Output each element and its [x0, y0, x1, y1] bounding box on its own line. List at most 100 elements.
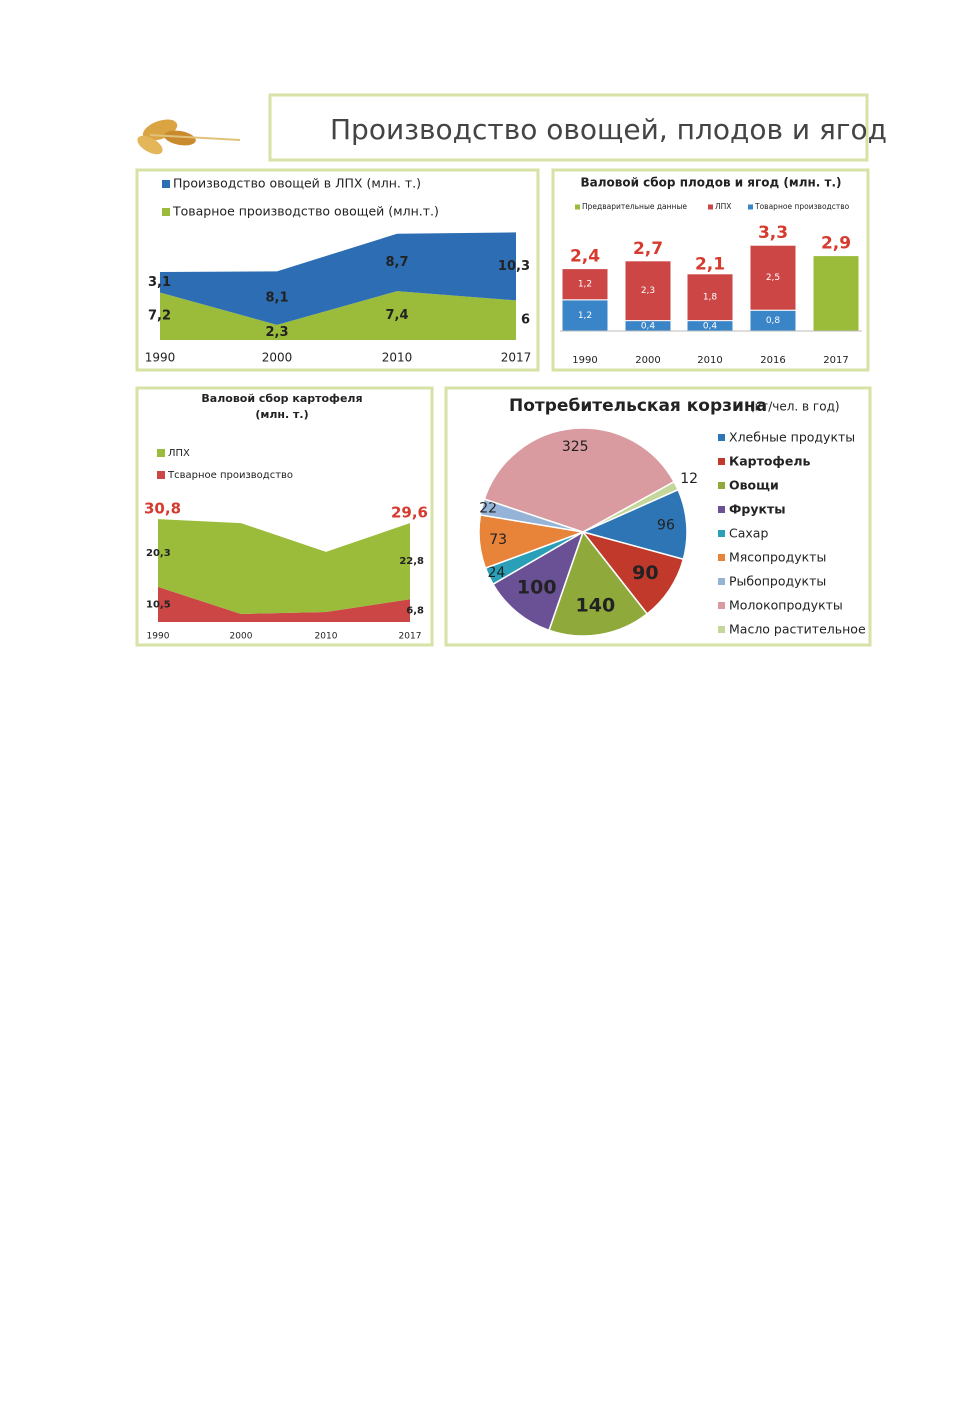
grain	[137, 135, 163, 155]
data-label: 73	[489, 532, 507, 548]
data-label: 140	[576, 594, 616, 616]
header-box	[268, 93, 869, 162]
data-label: 0,8	[766, 316, 781, 326]
data-label: 10,3	[498, 259, 530, 274]
chart-subtitle: (млн. т.)	[255, 408, 308, 421]
total-label: 30,8	[144, 500, 181, 518]
data-label: 6	[521, 313, 530, 328]
legend-label: Товарное производство	[754, 202, 850, 211]
data-label: 100	[517, 577, 557, 599]
legend-label: Производство овощей в ЛПХ (млн. т.)	[173, 176, 421, 191]
bar	[561, 268, 609, 301]
data-label: 2,3	[641, 286, 655, 296]
grain	[164, 130, 196, 146]
data-label: 12	[680, 471, 698, 487]
legend-swatch	[718, 530, 725, 537]
data-label: 22	[479, 500, 497, 516]
legend-label: Овощи	[729, 478, 779, 493]
legend-swatch	[157, 471, 165, 479]
total-label: 2,1	[695, 254, 725, 274]
legend-label: Сахар	[729, 526, 768, 541]
legend-swatch	[718, 626, 725, 633]
chart-title: Валовой сбор картофеля	[201, 392, 362, 405]
pie-slice	[483, 427, 676, 533]
data-label: 24	[488, 565, 506, 581]
legend-label: Рыбопродукты	[729, 574, 826, 589]
bar	[624, 260, 672, 322]
bar	[812, 255, 860, 332]
legend-swatch	[162, 208, 170, 216]
data-label: 1,8	[703, 293, 718, 303]
legend-swatch	[575, 204, 580, 210]
pie-slice	[582, 480, 679, 533]
legend-swatch	[718, 506, 725, 513]
area	[158, 586, 410, 622]
total-label: 2,4	[570, 247, 600, 267]
data-label: 8,7	[385, 255, 408, 270]
bar	[686, 273, 734, 322]
legend-label: Товарное производство овощей (млн.т.)	[172, 204, 439, 219]
legend-label: Тсварное производство	[167, 470, 293, 481]
chart-title: Потребительская корзина	[509, 396, 767, 416]
legend-label: Картофель	[729, 454, 810, 469]
legend-swatch	[718, 434, 725, 441]
x-tick-label: 2017	[501, 351, 532, 365]
legend-swatch	[708, 204, 713, 210]
legend-swatch	[718, 578, 725, 585]
data-label: 8,1	[265, 291, 288, 306]
data-label: 22,8	[399, 556, 424, 567]
pie-slice	[492, 530, 585, 632]
data-label: 1,2	[578, 311, 592, 321]
data-label: 3,1	[148, 275, 171, 290]
x-tick-label: 1990	[147, 632, 170, 642]
legend-label: Мясопродукты	[729, 550, 826, 565]
data-label: 7,2	[148, 309, 171, 324]
wheat-icon	[137, 119, 241, 155]
x-tick-label: 2010	[315, 632, 338, 642]
stem	[149, 134, 241, 141]
x-tick-label: 2016	[760, 355, 785, 366]
legend-swatch	[718, 554, 725, 561]
legend-label: ЛПХ	[168, 448, 190, 459]
x-tick-label: 2017	[399, 632, 422, 642]
data-label: 96	[657, 518, 675, 534]
bar	[749, 244, 797, 311]
legend-swatch	[718, 482, 725, 489]
chart-subtitle: (кг/чел. в год)	[750, 400, 840, 414]
data-label: 20,3	[146, 548, 171, 559]
data-label: 2,3	[265, 325, 288, 340]
data-label: 10,5	[146, 599, 171, 610]
area	[158, 519, 410, 614]
total-label: 3,3	[758, 223, 788, 243]
x-tick-label: 2000	[635, 355, 660, 366]
legend-swatch	[718, 458, 725, 465]
data-label: 7,4	[385, 308, 408, 323]
data-label: 0,4	[703, 321, 718, 331]
legend-label: Фрукты	[729, 502, 786, 517]
data-label: 90	[632, 562, 658, 584]
area	[160, 232, 516, 325]
legend-label: Хлебные продукты	[729, 430, 855, 445]
legend-swatch	[162, 180, 170, 188]
x-tick-label: 2010	[697, 355, 722, 366]
x-tick-label: 2000	[230, 632, 253, 642]
area	[160, 291, 516, 340]
pie-slice	[580, 488, 688, 561]
x-tick-label: 1990	[145, 351, 176, 365]
x-tick-label: 2010	[382, 351, 413, 365]
data-label: 2,5	[766, 273, 780, 283]
legend-swatch	[157, 449, 165, 457]
legend-swatch	[718, 602, 725, 609]
legend-label: Масло растительное	[729, 622, 866, 637]
legend-swatch	[748, 204, 753, 210]
x-tick-label: 1990	[572, 355, 597, 366]
legend-label: ЛПХ	[715, 202, 731, 211]
legend-label: Молокопродукты	[729, 598, 843, 613]
chart-title: Валовой сбор плодов и ягод (млн. т.)	[580, 176, 841, 190]
data-label: 6,8	[406, 606, 424, 617]
total-label: 2,7	[633, 239, 663, 259]
legend-label: Предварительные данные	[582, 202, 687, 211]
page-title: Производство овощей, плодов и ягод	[330, 113, 887, 146]
total-label: 29,6	[391, 504, 428, 522]
